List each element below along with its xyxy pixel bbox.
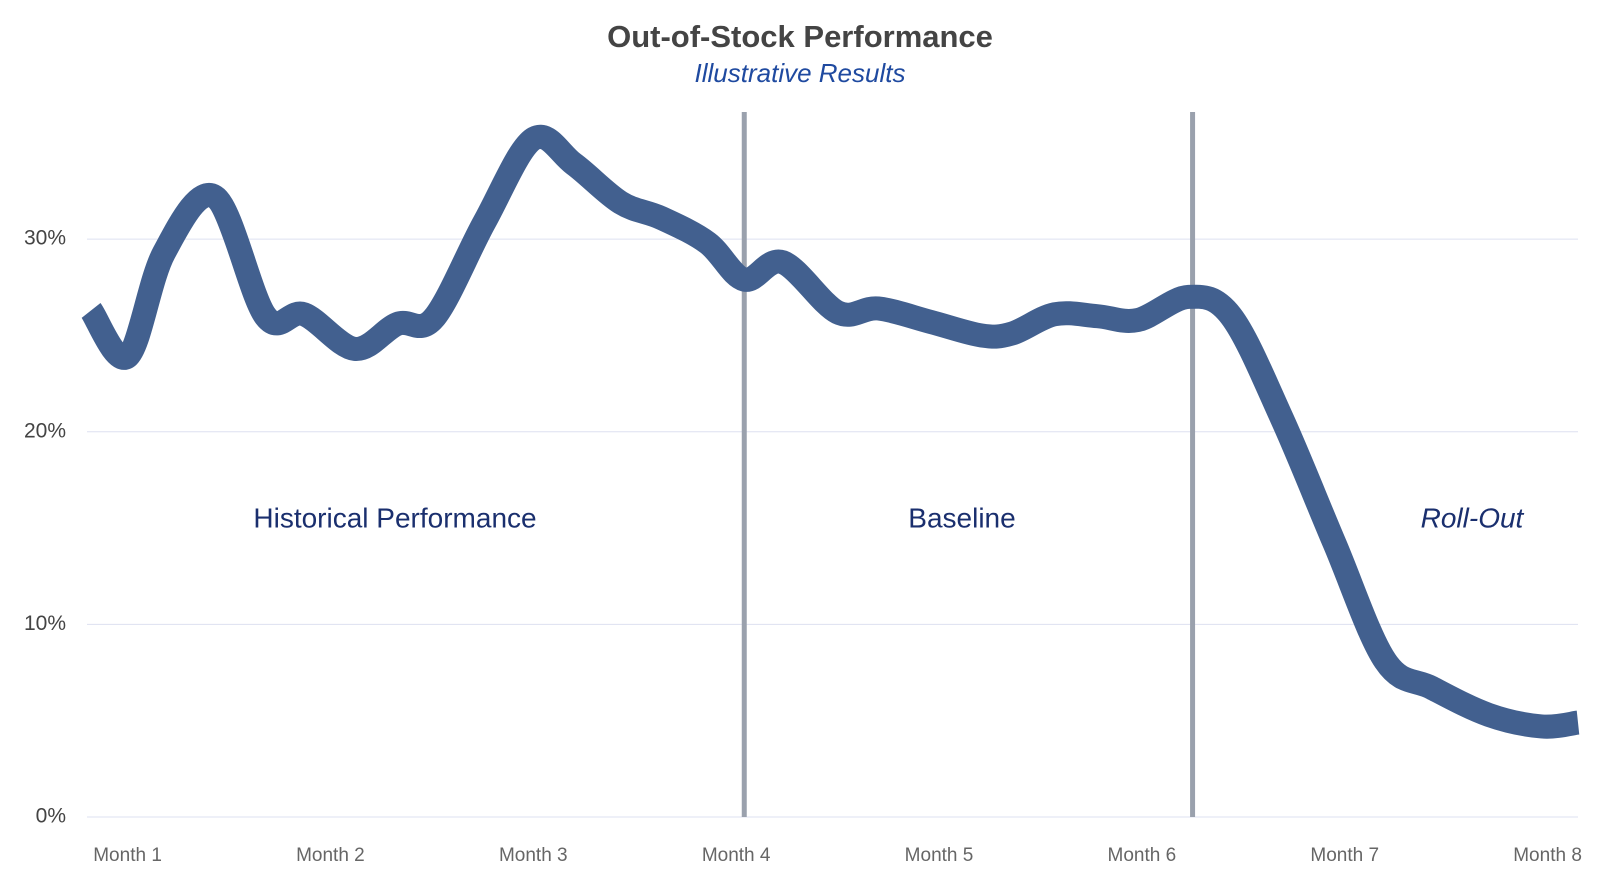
x-tick-label: Month 6: [1108, 845, 1177, 866]
x-tick-label: Month 2: [296, 845, 365, 866]
region-label: Roll-Out: [1421, 502, 1525, 533]
chart-title: Out-of-Stock Performance: [607, 19, 993, 54]
chart-subtitle: Illustrative Results: [695, 58, 906, 88]
x-tick-label: Month 8: [1513, 845, 1582, 866]
y-tick-label: 10%: [24, 612, 66, 635]
line-series: [80, 124, 1580, 739]
x-tick-label: Month 7: [1310, 845, 1379, 866]
region-label: Historical Performance: [253, 502, 536, 533]
x-tick-label: Month 3: [499, 845, 568, 866]
x-tick-label: Month 1: [93, 845, 162, 866]
y-tick-label: 20%: [24, 419, 66, 442]
region-label: Baseline: [908, 502, 1015, 533]
x-tick-label: Month 5: [905, 845, 974, 866]
x-tick-label: Month 4: [702, 845, 771, 866]
y-tick-label: 30%: [24, 227, 66, 250]
y-tick-label: 0%: [36, 805, 66, 828]
